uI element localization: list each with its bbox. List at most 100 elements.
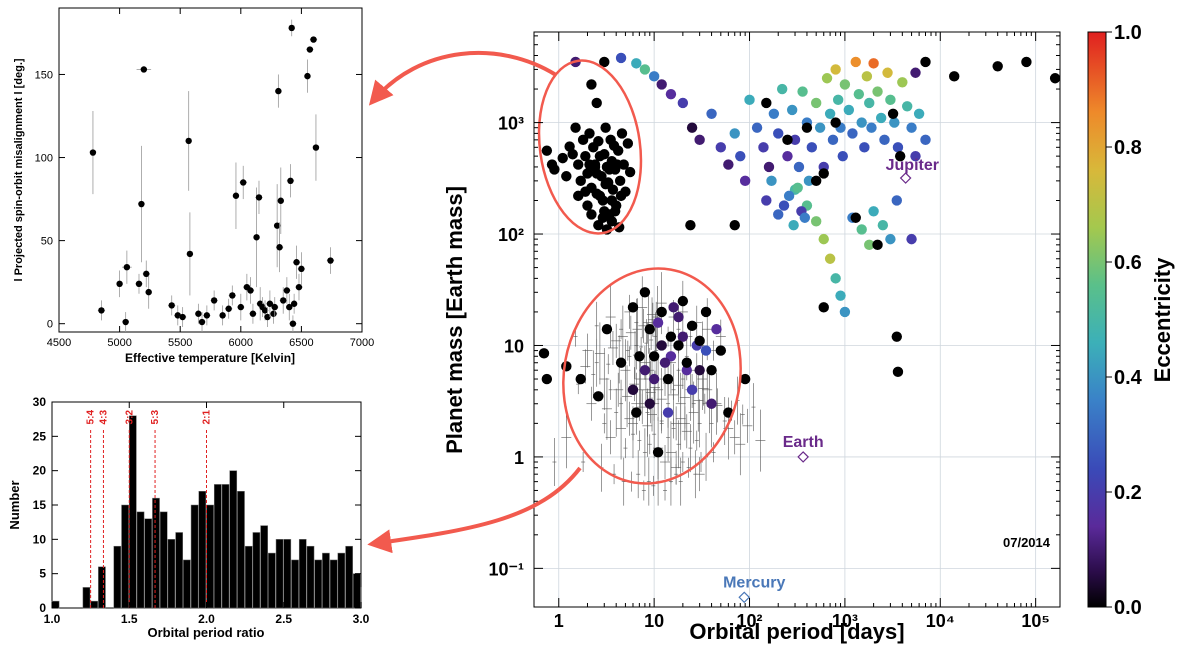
histogram-xtick-label: 2.0 [198, 612, 215, 626]
exoplanet-point-circular [652, 447, 664, 458]
spin-orbit-point [195, 310, 202, 317]
exoplanet-point-colored [773, 209, 784, 220]
histogram-bar [237, 491, 245, 609]
histogram-bar [260, 525, 268, 609]
exoplanet-point-circular [949, 71, 960, 82]
histogram-bar [144, 518, 153, 609]
histogram-ytick-label: 20 [33, 464, 47, 478]
exoplanet-point-circular [677, 295, 689, 307]
exoplanet-point-circular [830, 117, 841, 128]
exoplanet-point-circular [872, 239, 883, 251]
histogram-bar [198, 491, 207, 609]
histogram-bar [51, 600, 60, 609]
main-ytick-label: 10 [504, 336, 524, 356]
exoplanet-point-circular [639, 287, 651, 298]
histogram-bar [82, 587, 91, 609]
histogram-bar [229, 470, 238, 609]
exoplanet-point-circular [613, 222, 625, 233]
period-ratio-histogram: 5:4 4:3 3:2 5:3 2:1 1.0 1.5 2.0 2.5 3.0 0 5 10 15 20 2… [7, 395, 370, 640]
exoplanet-point-colored [662, 407, 674, 418]
histogram-bar [275, 539, 284, 609]
exoplanet-point-colored [673, 311, 684, 323]
exoplanet-point-colored [615, 52, 627, 64]
exoplanet-point-colored [751, 122, 763, 133]
exoplanet-point-colored [875, 112, 887, 124]
exoplanet-point-circular [599, 206, 610, 217]
exoplanet-point-circular [894, 150, 906, 162]
colorbar-label: Eccentricity [1150, 257, 1175, 382]
exoplanet-point-circular [607, 184, 619, 195]
spin-orbit-point [123, 264, 131, 271]
histogram-bar [291, 559, 299, 609]
exoplanet-point-colored [799, 212, 811, 223]
exoplanet-point-colored [797, 86, 808, 97]
spin-orbit-point [312, 144, 320, 151]
exoplanet-point-colored [835, 290, 846, 301]
spin-orbit-xlabel: Effective temperature [Kelvin] [125, 351, 295, 365]
histogram-ticks: 1.0 1.5 2.0 2.5 3.0 0 5 10 15 20 25 30 [33, 395, 370, 626]
spin-orbit-xtick-label: 4500 [47, 337, 71, 349]
spin-orbit-point [225, 305, 232, 312]
exoplanet-point-circular [818, 168, 829, 179]
exoplanet-point-colored [648, 373, 660, 385]
spin-orbit-point [179, 313, 186, 321]
histogram-bar [206, 504, 214, 609]
exoplanet-point-colored [901, 101, 913, 112]
histogram-bar [190, 504, 199, 609]
spin-orbit-point [138, 200, 145, 208]
histogram-bar [283, 539, 292, 609]
exoplanet-point-colored [832, 94, 844, 106]
exoplanet-point-colored [827, 134, 839, 146]
exoplanet-point-circular [604, 164, 615, 175]
exoplanet-point-circular [624, 166, 636, 178]
exoplanet-point-colored [793, 161, 805, 173]
exoplanet-point-colored [735, 150, 746, 162]
histogram-bars [51, 415, 362, 609]
spin-orbit-ticks: 4500 5000 5500 6000 6500 7000 0 50 100 150 [35, 8, 374, 349]
exoplanet-point-colored [783, 190, 795, 202]
main-plot-frame [533, 31, 1061, 608]
histogram-bar [306, 545, 315, 609]
spin-orbit-point [135, 280, 143, 288]
exoplanet-point-colored [648, 71, 660, 82]
exoplanet-point-circular [656, 306, 667, 318]
spin-orbit-xtick-label: 5000 [107, 337, 131, 349]
exoplanet-point-colored [711, 323, 722, 335]
exoplanet-point-colored [830, 64, 841, 75]
exoplanet-point-circular [614, 175, 626, 187]
spin-orbit-point [143, 270, 150, 278]
main-xtick-label: 10³ [832, 611, 858, 631]
resonance-label: 5:3 [150, 410, 161, 425]
exoplanet-point-colored [656, 340, 667, 351]
histogram-bar [221, 484, 230, 609]
exoplanet-point-circular [573, 159, 584, 170]
exoplanet-point-circular [739, 373, 751, 385]
exoplanet-point-colored [885, 233, 896, 245]
spin-orbit-point [249, 310, 257, 317]
spin-orbit-point [290, 300, 298, 307]
histogram-bar [98, 566, 106, 609]
spin-orbit-marks [89, 19, 335, 332]
exoplanet-point-colored [739, 175, 751, 187]
exoplanet-point-circular [801, 122, 813, 133]
exoplanet-point-circular [580, 150, 591, 162]
exoplanet-point-colored [859, 142, 870, 153]
exoplanet-point-circular [582, 168, 593, 179]
exoplanet-point-colored [906, 122, 917, 133]
main-xtick-label: 10⁴ [926, 611, 955, 631]
exoplanet-point-circular [761, 97, 772, 109]
exoplanet-point-circular [694, 335, 705, 347]
spin-orbit-xtick-label: 6000 [229, 337, 253, 349]
histogram-ytick-label: 25 [33, 429, 47, 443]
histogram-bar [113, 545, 122, 609]
histogram-xtick-label: 2.5 [275, 612, 292, 626]
histogram-xtick-label: 1.0 [44, 612, 61, 626]
exoplanet-point-colored [824, 108, 836, 119]
histogram-bar [314, 559, 323, 609]
colorbar-ticks: 0.0 0.2 0.4 0.6 0.8 1.0 [1106, 22, 1143, 619]
spin-orbit-point [327, 257, 334, 264]
spin-orbit-point [277, 197, 284, 204]
arrow-to-histogram [367, 466, 582, 554]
spin-orbit-point [240, 179, 247, 186]
main-ytick-label: 1 [514, 448, 524, 468]
